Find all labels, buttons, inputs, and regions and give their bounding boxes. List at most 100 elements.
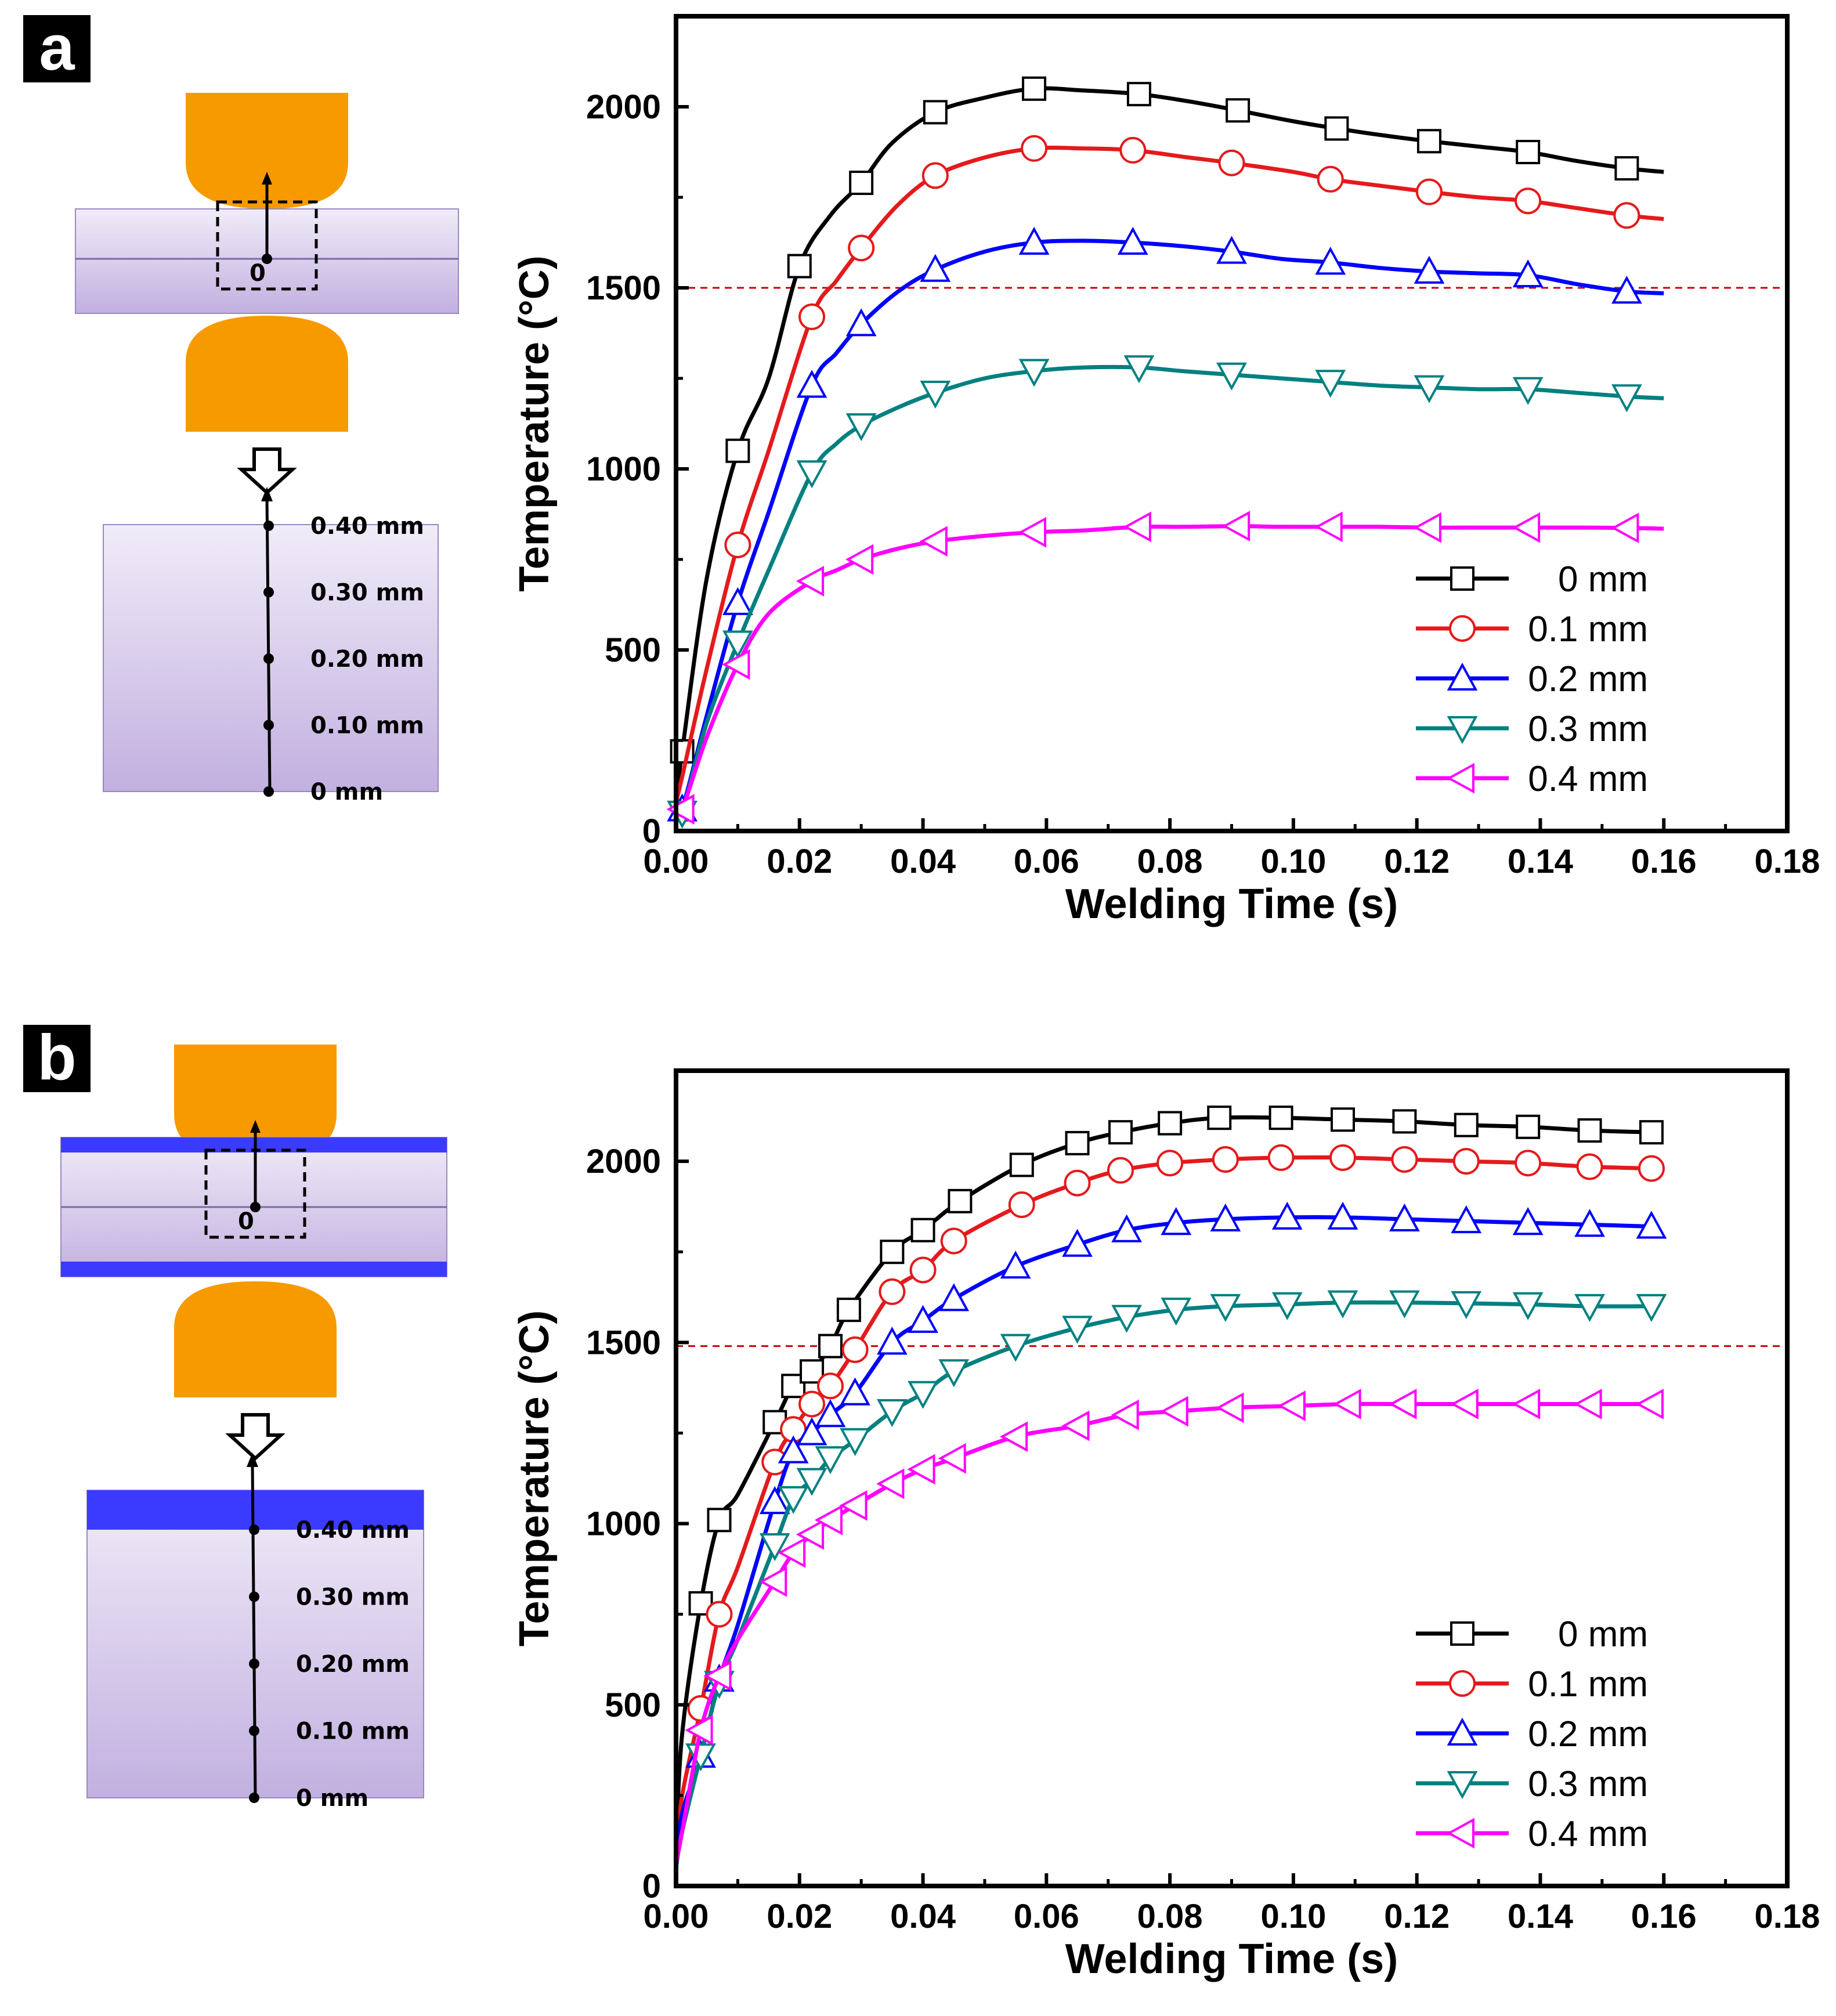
data-point xyxy=(1126,82,1151,107)
data-point xyxy=(938,1283,970,1312)
data-point xyxy=(1577,1118,1602,1143)
y-tick-label: 500 xyxy=(605,1686,661,1724)
depth-point xyxy=(249,1793,259,1803)
data-point xyxy=(1333,1389,1361,1419)
data-point xyxy=(938,1359,970,1388)
depth-point xyxy=(249,1659,259,1669)
upper-electrode xyxy=(186,93,348,209)
data-point xyxy=(1062,1316,1093,1344)
data-point xyxy=(876,1468,905,1500)
y-tick-label: 1000 xyxy=(586,1505,661,1543)
lower-electrode xyxy=(174,1281,337,1397)
data-point xyxy=(1062,1229,1093,1257)
data-point xyxy=(1021,135,1048,162)
data-point xyxy=(1271,1201,1303,1230)
data-point xyxy=(841,1336,869,1363)
data-point xyxy=(1451,1291,1482,1320)
data-point xyxy=(876,1327,908,1355)
magnified-arrow-head-icon xyxy=(261,487,273,501)
data-point xyxy=(1512,1292,1544,1320)
series-line xyxy=(674,364,1664,822)
depth-label: 0 mm xyxy=(296,1785,368,1812)
data-point xyxy=(908,1305,938,1333)
depth-point xyxy=(263,653,274,664)
legend-label: 0 mm xyxy=(1558,559,1648,599)
magnified-coating xyxy=(87,1490,424,1530)
data-point xyxy=(1216,362,1247,391)
origin-point xyxy=(250,1202,261,1212)
x-tick-label: 0.14 xyxy=(1508,843,1573,880)
data-point xyxy=(919,526,948,557)
data-point xyxy=(1221,511,1250,541)
data-point xyxy=(816,1372,844,1400)
legend-marker xyxy=(1447,1717,1478,1746)
data-point xyxy=(948,1188,973,1213)
x-tick-label: 0.16 xyxy=(1631,1898,1697,1935)
data-point xyxy=(1416,129,1441,154)
y-tick-label: 0 xyxy=(642,1867,661,1905)
data-point xyxy=(796,370,827,398)
data-point xyxy=(1611,512,1639,544)
legend-label: 0.3 mm xyxy=(1528,709,1648,749)
weld-schematic-a: a 0 0.40 mm 0.30 mm 0.20 mm 0.10 mm 0 mm xyxy=(23,12,459,805)
data-point xyxy=(1613,202,1640,229)
data-point xyxy=(1512,377,1544,405)
data-point xyxy=(1327,1201,1358,1230)
legend-label: 0.1 mm xyxy=(1528,609,1648,649)
x-tick-label: 0.18 xyxy=(1755,1898,1820,1935)
y-axis-title: Temperature (°C) xyxy=(511,255,558,592)
x-tick-label: 0.06 xyxy=(1014,1898,1079,1935)
temperature-chart-b: 0.00 0.02 0.04 0.06 0.08 0.10 0.12 0.14 0.16 0.18… xyxy=(511,1068,1820,1982)
data-point xyxy=(1454,1112,1479,1137)
origin-label: 0 xyxy=(250,260,266,287)
data-point xyxy=(722,630,753,659)
data-point xyxy=(1061,1410,1090,1441)
data-point xyxy=(666,794,695,825)
data-point xyxy=(703,1660,732,1692)
x-tick-label: 0.16 xyxy=(1631,843,1697,880)
data-point xyxy=(920,380,951,409)
y-tick-label: 2000 xyxy=(586,88,661,126)
data-point xyxy=(798,303,826,330)
legend-marker xyxy=(1447,662,1478,691)
data-point xyxy=(1210,1294,1241,1323)
data-point xyxy=(796,1519,825,1550)
data-point xyxy=(1268,1105,1293,1130)
data-point xyxy=(1451,1205,1482,1234)
series-0-mm xyxy=(674,1105,1664,1850)
data-point xyxy=(759,1533,790,1562)
data-point xyxy=(1108,1120,1133,1145)
series-0.1-mm xyxy=(674,135,1664,803)
legend-entry: 0 mm xyxy=(1416,559,1648,599)
x-tick-label: 0.08 xyxy=(1137,843,1203,880)
x-tick-label: 0.10 xyxy=(1260,843,1326,880)
data-point xyxy=(1111,1399,1139,1430)
panel-letter: b xyxy=(37,1022,76,1093)
data-point xyxy=(1117,226,1148,255)
data-point xyxy=(1576,1153,1603,1180)
weld-schematic-b: b 0 0.40 mm 0.30 mm 0.20 mm 0.10 mm 0 mm xyxy=(23,1022,447,1812)
legend-marker xyxy=(1446,763,1474,794)
x-tick-label: 0.08 xyxy=(1137,1898,1203,1935)
data-point xyxy=(1123,511,1151,543)
data-point xyxy=(814,1504,843,1536)
data-point xyxy=(1516,1114,1541,1139)
panel-letter: a xyxy=(39,12,75,84)
data-point xyxy=(1000,1334,1031,1362)
data-point xyxy=(1614,156,1639,181)
data-point xyxy=(818,1334,843,1359)
data-point xyxy=(909,1256,937,1284)
data-point xyxy=(907,1454,935,1485)
data-point xyxy=(839,1490,868,1521)
data-point xyxy=(1111,1214,1143,1242)
data-point xyxy=(1119,136,1147,164)
data-point xyxy=(1207,1105,1232,1130)
arrow-head-icon xyxy=(250,1120,261,1133)
y-tick-label: 1000 xyxy=(586,450,661,488)
legend-entry: 0.3 mm xyxy=(1416,1764,1648,1804)
legend-label: 0.4 mm xyxy=(1528,759,1648,799)
data-point xyxy=(1611,384,1642,413)
data-point xyxy=(1216,1392,1244,1424)
data-point xyxy=(1574,1389,1602,1419)
data-point xyxy=(845,308,877,337)
